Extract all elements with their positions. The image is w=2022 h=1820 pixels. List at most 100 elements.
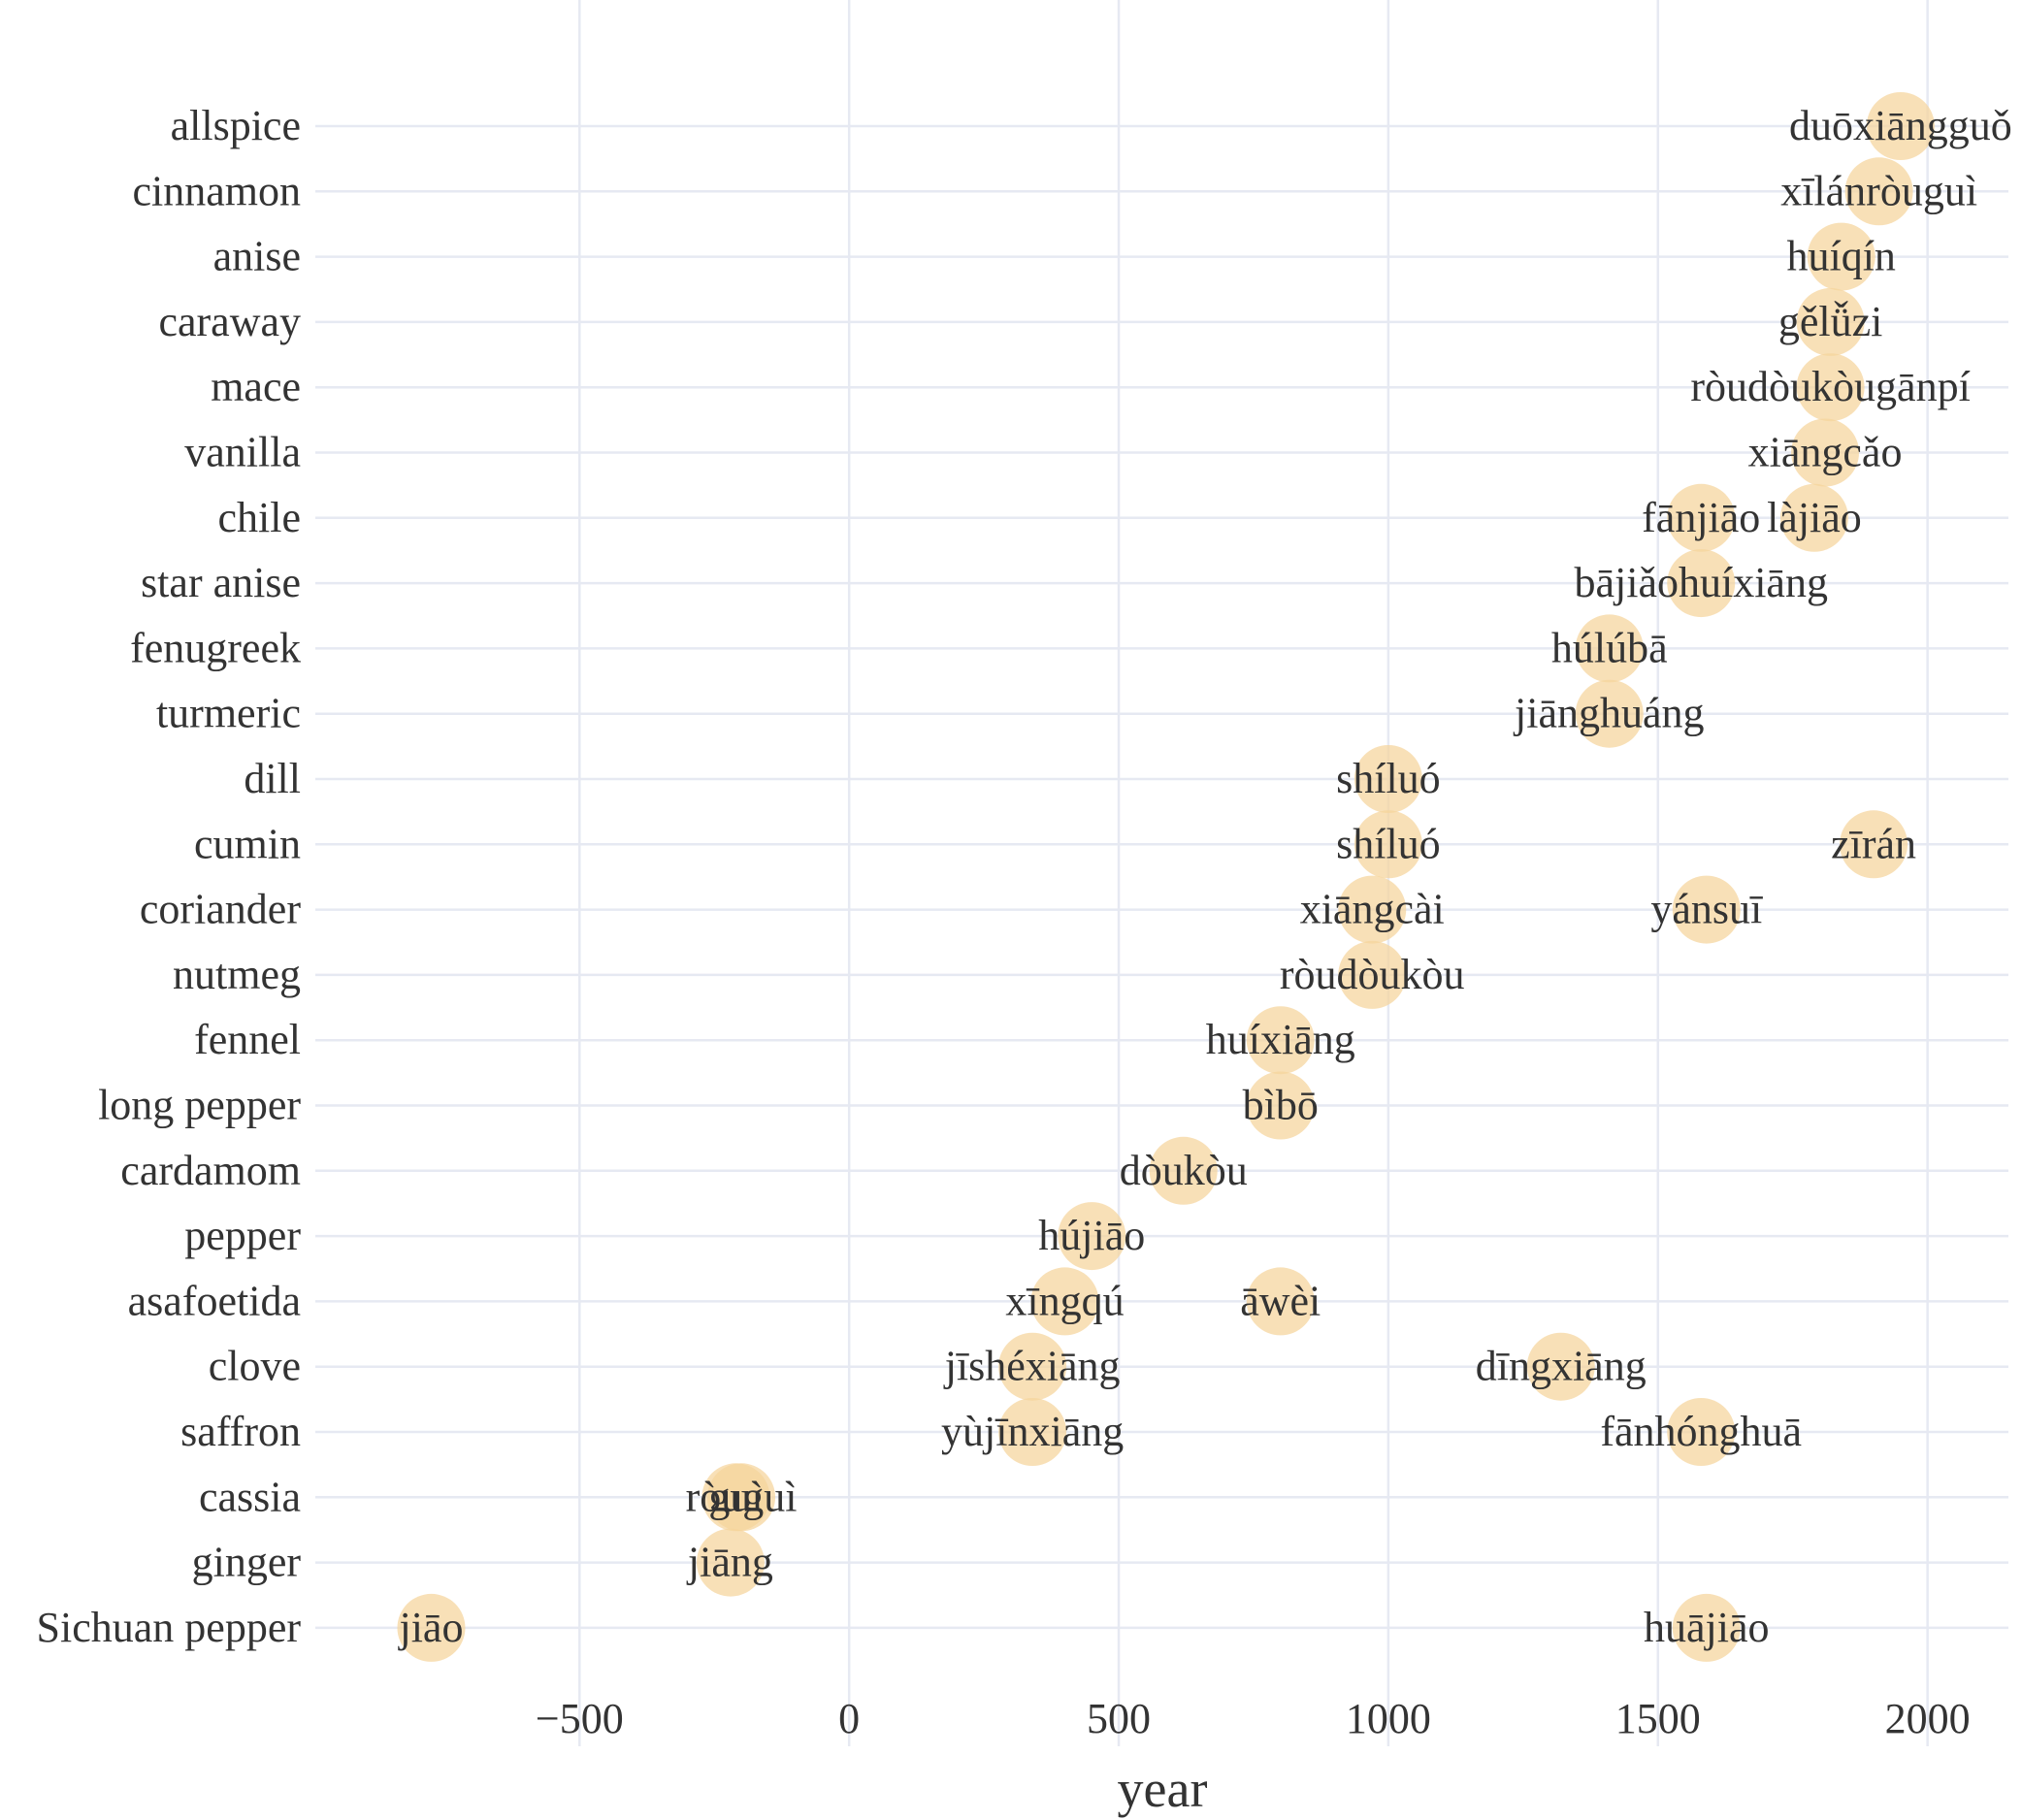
point-label: huājiāo [1644, 1604, 1770, 1651]
point-label: fānhónghuā [1600, 1408, 1802, 1455]
data-point [1058, 1202, 1126, 1271]
data-point [1526, 1332, 1595, 1401]
y-tick-label: long pepper [98, 1082, 301, 1129]
point-label: yánsuī [1650, 886, 1763, 933]
point-label: āwèi [1240, 1277, 1321, 1324]
y-tick-label: cumin [194, 820, 301, 867]
data-point [1791, 418, 1860, 487]
data-point [998, 1332, 1067, 1401]
y-tick-label: cassia [199, 1473, 301, 1520]
y-tick-label: asafoetida [128, 1277, 301, 1324]
y-tick-label: ginger [192, 1539, 302, 1586]
y-tick-label: dill [244, 755, 301, 802]
data-point [1246, 1267, 1315, 1336]
y-tick-label: vanilla [184, 429, 301, 476]
y-tick-label: nutmeg [173, 951, 301, 998]
point-label: guì [708, 1473, 763, 1520]
y-axis-tick-labels: allspice cinnamon anise caraway mace vanilla c… [37, 102, 302, 1651]
point-label: huíxiāng [1206, 1016, 1355, 1063]
point-label: húlúbā [1551, 624, 1668, 671]
data-point [1575, 679, 1644, 748]
point-label: gělǚzi [1778, 298, 1883, 345]
point-label: ròudòukòu [1280, 951, 1465, 998]
y-tick-label: pepper [184, 1212, 301, 1259]
data-points [397, 92, 1935, 1662]
point-label: ròudòukòugānpí [1690, 363, 1970, 410]
y-tick-label: clove [209, 1343, 301, 1390]
point-label: duōxiāngguǒ [1789, 102, 2012, 149]
data-point [1672, 875, 1741, 944]
point-label: zīrán [1831, 820, 1916, 867]
point-label: xīngqú [1005, 1277, 1124, 1324]
y-tick-label: saffron [180, 1408, 301, 1455]
grid [315, 0, 2008, 1746]
data-point [1353, 810, 1422, 879]
y-tick-label: Sichuan pepper [37, 1604, 302, 1651]
point-label: xīlánròuguì [1780, 167, 1977, 214]
x-axis-label: year [1118, 1760, 1208, 1818]
data-point [1338, 940, 1407, 1009]
y-tick-label: cardamom [120, 1147, 301, 1194]
point-label: xiāngcài [1300, 886, 1445, 933]
data-point [1353, 745, 1422, 813]
point-label: hújiāo [1038, 1212, 1145, 1259]
data-point [1338, 875, 1407, 944]
point-label: bìbō [1243, 1082, 1319, 1129]
point-label: bājiǎohuíxiāng [1574, 559, 1828, 606]
data-point [1807, 222, 1875, 291]
y-tick-label: caraway [158, 298, 301, 345]
point-label: shíluó [1336, 755, 1441, 802]
point-label: ròuguì [686, 1473, 798, 1520]
x-tick-label: 1000 [1346, 1695, 1431, 1742]
point-label: huíqín [1786, 233, 1895, 280]
point-label: yùjīnxiāng [941, 1408, 1124, 1455]
point-label: shíluó [1336, 820, 1441, 867]
point-label: fānjiāo [1642, 494, 1760, 541]
x-tick-label: 500 [1087, 1695, 1151, 1742]
data-point [696, 1528, 765, 1597]
data-point [1667, 549, 1736, 618]
point-label: làjiāo [1767, 494, 1862, 541]
x-tick-label: 0 [838, 1695, 860, 1742]
point-label: dòukòu [1120, 1147, 1248, 1194]
data-point [1840, 810, 1908, 879]
y-tick-label: cinnamon [132, 167, 301, 214]
data-point [998, 1398, 1067, 1466]
y-tick-label: chile [217, 494, 301, 541]
data-point [1667, 1398, 1736, 1466]
data-point [1030, 1267, 1099, 1336]
point-label: dīngxiāng [1476, 1343, 1647, 1390]
y-tick-label: mace [211, 363, 301, 410]
point-label: xiāngcǎo [1748, 429, 1903, 476]
data-point [1246, 1006, 1315, 1075]
y-tick-label: allspice [171, 102, 301, 149]
point-label: jiāo [397, 1604, 463, 1651]
data-point [1667, 483, 1736, 552]
x-axis-tick-labels: −500 0 500 1000 1500 2000 [536, 1695, 1971, 1742]
y-tick-label: fenugreek [130, 624, 301, 671]
data-point [707, 1463, 776, 1532]
data-point [1779, 483, 1848, 552]
data-point [1575, 614, 1644, 683]
y-tick-label: anise [213, 233, 301, 280]
x-tick-label: −500 [536, 1695, 624, 1742]
data-point [1246, 1071, 1315, 1140]
point-label: jiāng [686, 1539, 773, 1586]
data-point [1796, 353, 1865, 422]
y-tick-label: coriander [140, 886, 301, 933]
data-point [1796, 287, 1865, 356]
x-tick-label: 1500 [1615, 1695, 1701, 1742]
y-tick-label: turmeric [156, 690, 301, 737]
data-point [1844, 157, 1913, 226]
data-point [1149, 1136, 1218, 1205]
point-label: jīshéxiāng [943, 1343, 1121, 1390]
data-point [1866, 92, 1935, 160]
data-point [397, 1593, 466, 1662]
x-tick-label: 2000 [1885, 1695, 1971, 1742]
y-tick-label: star anise [141, 559, 301, 606]
y-tick-label: fennel [194, 1016, 301, 1063]
point-labels: duōxiāngguǒ xīlánròuguì huíqín gělǚzi ròudòu… [397, 102, 2011, 1651]
point-label: jiānghuáng [1513, 690, 1705, 737]
data-point [1672, 1593, 1741, 1662]
